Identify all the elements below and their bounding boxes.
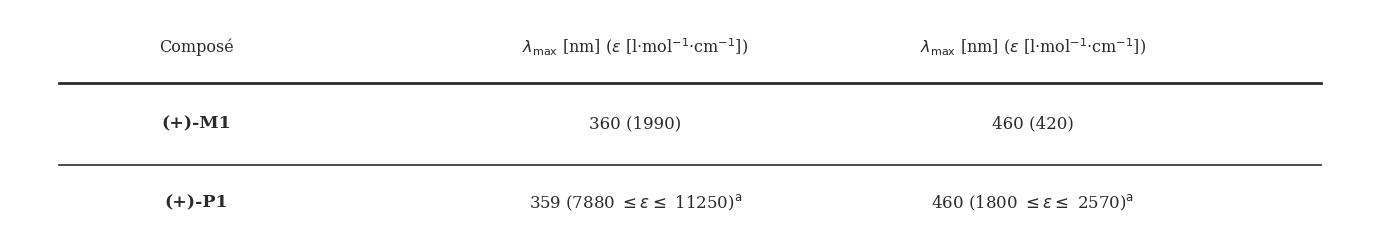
Text: 460 (420): 460 (420) <box>992 116 1074 132</box>
Text: (+)-M1: (+)-M1 <box>161 116 230 132</box>
Text: 359 (7880 $\leq\varepsilon\leq$ 11250)$^{\mathrm{a}}$: 359 (7880 $\leq\varepsilon\leq$ 11250)$^… <box>529 193 741 213</box>
Text: $\lambda_{\mathrm{max}}$ [nm] ($\varepsilon$ [l$\cdot$mol$^{-1}$$\cdot$cm$^{-1}$: $\lambda_{\mathrm{max}}$ [nm] ($\varepsi… <box>522 37 748 58</box>
Text: Composé: Composé <box>159 38 233 56</box>
Text: 460 (1800 $\leq\varepsilon\leq$ 2570)$^{\mathrm{a}}$: 460 (1800 $\leq\varepsilon\leq$ 2570)$^{… <box>932 193 1134 213</box>
Text: 360 (1990): 360 (1990) <box>589 116 682 132</box>
Text: $\lambda_{\mathrm{max}}$ [nm] ($\varepsilon$ [l$\cdot$mol$^{-1}$$\cdot$cm$^{-1}$: $\lambda_{\mathrm{max}}$ [nm] ($\varepsi… <box>920 37 1145 58</box>
Text: (+)-P1: (+)-P1 <box>164 195 228 212</box>
